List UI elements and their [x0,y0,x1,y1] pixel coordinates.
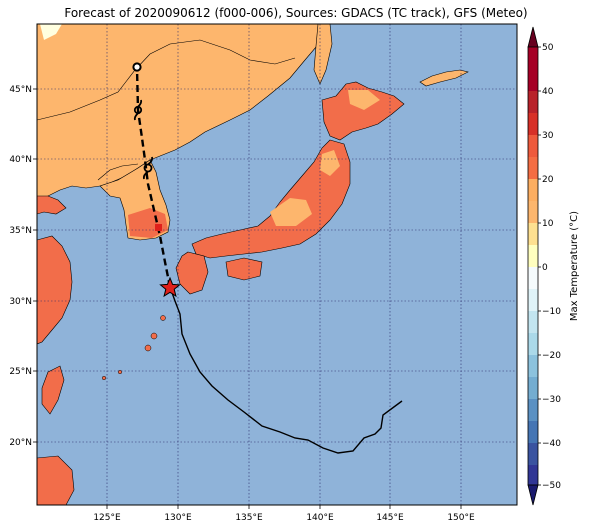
land-layer [37,24,469,505]
ryukyu-island [117,369,123,375]
cool-patch [40,24,62,40]
ryukyu-island [144,344,152,352]
lat-label: 20°N [9,438,32,448]
lon-labels: 125°E 130°E 135°E 140°E 145°E 150°E [93,513,475,523]
ryukyu-island [150,332,158,340]
colorbar-frame [527,46,539,486]
lat-label: 30°N [9,297,32,307]
luzon [37,455,75,505]
lat-labels: 45°N 40°N 35°N 30°N 25°N 20°N [9,85,32,448]
colorbar-tick: 10 [542,219,554,229]
ryukyu-island [160,315,166,321]
map-title: Forecast of 2020090612 (f000-006), Sourc… [64,6,528,20]
colorbar-band [528,421,538,443]
star-icon [159,276,181,298]
honshu-north-cool [320,150,340,176]
colorbar-tick: 0 [542,263,548,273]
colorbar-tick: 50 [542,43,554,53]
tick-marks [33,88,462,509]
sakhalin [313,24,333,85]
colorbar-band [528,201,538,223]
track-point-marker [155,224,162,231]
colorbar-tick: 30 [542,131,554,141]
colorbar-band [528,377,538,399]
colorbar-band [528,355,538,377]
forecast-track-line [135,67,172,288]
colorbar-band [528,91,538,113]
colorbar-band [528,179,538,201]
colorbar-tick: −40 [542,439,561,449]
lat-label: 45°N [9,85,32,95]
colorbar-band [528,333,538,355]
colorbar-band [528,69,538,91]
kyushu [175,251,209,295]
colorbar-tick: −50 [542,481,561,491]
tc-symbol-icon [133,99,143,121]
lon-label: 125°E [93,513,121,523]
map-frame [36,23,518,506]
colorbar-tick: −20 [542,351,561,361]
colorbar-band [528,267,538,289]
tc-symbol-icon [142,156,154,180]
colorbar-band [528,465,538,485]
hokkaido [321,81,405,141]
lat-label: 25°N [9,367,32,377]
lon-label: 145°E [376,513,404,523]
colorbar-band [528,223,538,245]
colorbar-band [528,135,538,157]
colorbar: 50 40 30 20 10 0 −10 −20 −30 −40 −50 Max… [527,26,580,506]
colorbar-label: Max Temperature (°C) [569,211,580,321]
hokkaido-cool-area [348,90,380,110]
colorbar-band [528,157,538,179]
lon-label: 130°E [164,513,192,523]
lon-label: 135°E [235,513,263,523]
colorbar-band [528,443,538,465]
taiwan [41,365,65,415]
colorbar-band [528,245,538,267]
colorbar-tick: −10 [542,307,561,317]
lon-label: 150°E [447,513,475,523]
shikoku [225,257,263,281]
lat-label: 35°N [9,226,32,236]
lon-label: 140°E [306,513,334,523]
colorbar-top-arrow [527,26,539,48]
colorbar-band [528,399,538,421]
past-track-line [169,286,403,454]
colorbar-band [528,113,538,135]
colorbar-band [528,47,538,69]
colorbar-tick: −30 [542,395,561,405]
shandong [37,195,67,215]
colorbar-tick: 20 [542,175,554,185]
china-coast [37,235,73,345]
mainland-asia [37,24,326,201]
lat-label: 40°N [9,155,32,165]
kurils [419,69,469,87]
colorbar-tick: 40 [542,87,554,97]
ryukyu-island [101,375,107,381]
border-line [37,39,296,121]
graticule [37,24,517,505]
colorbar-band [528,311,538,333]
border-line [97,163,139,181]
tc-symbol-icon [132,62,142,72]
honshu-cool-area [270,198,312,226]
colorbar-bottom-arrow [527,484,539,506]
colorbar-band [528,289,538,311]
